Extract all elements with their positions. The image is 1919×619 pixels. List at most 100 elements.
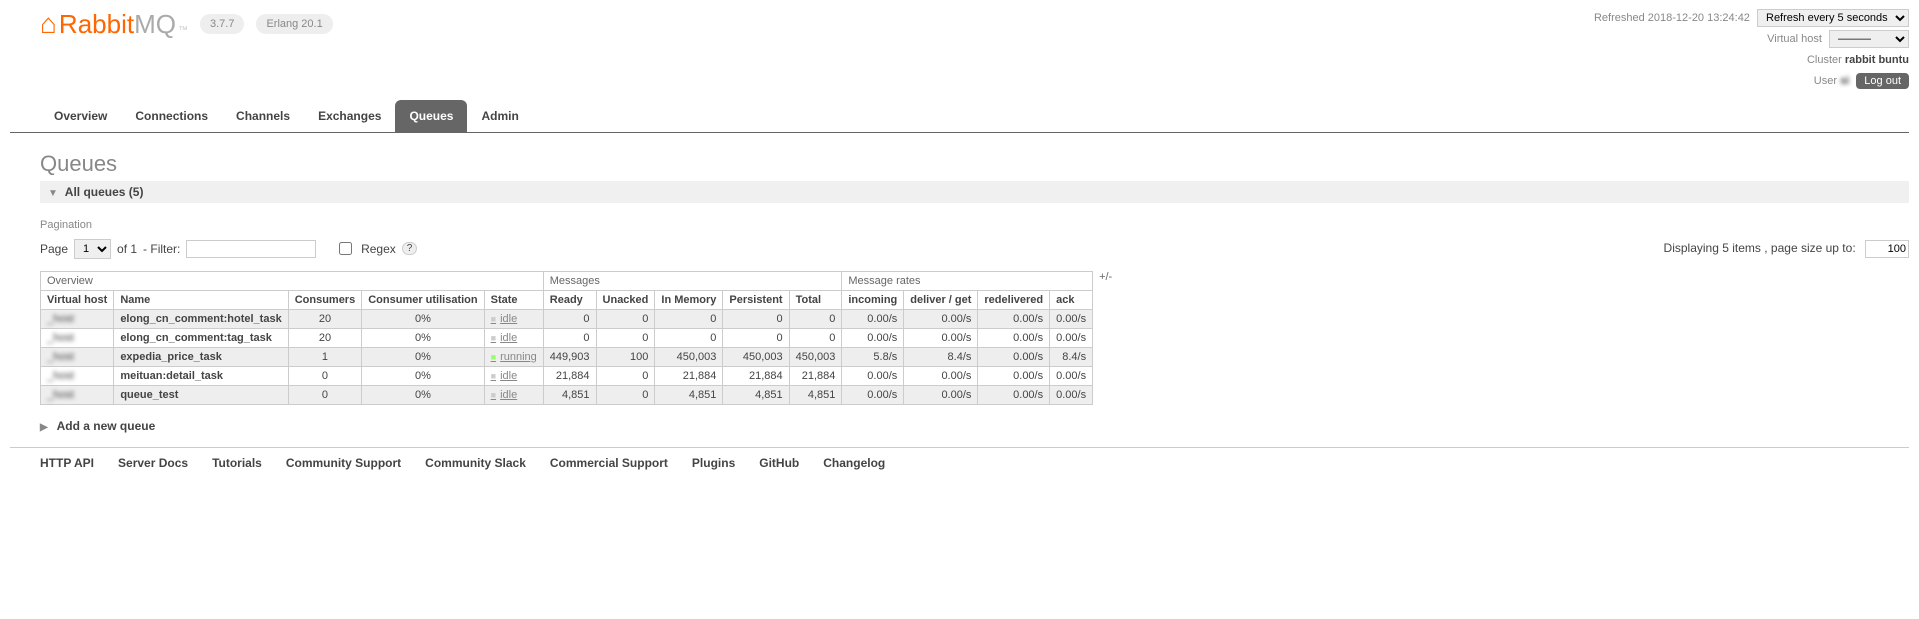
cluster-label: Cluster: [1807, 54, 1842, 66]
consumers-cell: 0: [288, 385, 362, 404]
th-persistent[interactable]: Persistent: [723, 290, 789, 309]
unacked-cell: 0: [596, 385, 655, 404]
regex-checkbox[interactable]: [339, 242, 352, 255]
state-link[interactable]: idle: [491, 332, 518, 344]
th-ack[interactable]: ack: [1050, 290, 1093, 309]
columns-toggle[interactable]: +/-: [1099, 271, 1112, 283]
redelivered-cell: 0.00/s: [978, 328, 1050, 347]
ready-cell: 449,903: [543, 347, 596, 366]
footer-link-plugins[interactable]: Plugins: [692, 456, 735, 470]
util-cell: 0%: [362, 366, 484, 385]
inmem-cell: 0: [655, 309, 723, 328]
ready-cell: 21,884: [543, 366, 596, 385]
th-util[interactable]: Consumer utilisation: [362, 290, 484, 309]
state-link[interactable]: idle: [491, 313, 518, 325]
page-select[interactable]: 1: [74, 239, 111, 259]
util-cell: 0%: [362, 347, 484, 366]
footer-link-server-docs[interactable]: Server Docs: [118, 456, 188, 470]
footer-link-community-slack[interactable]: Community Slack: [425, 456, 526, 470]
queue-link[interactable]: meituan:detail_task: [120, 370, 223, 382]
state-link[interactable]: idle: [491, 370, 518, 382]
state-link[interactable]: idle: [491, 389, 518, 401]
page-size-input[interactable]: [1865, 240, 1909, 258]
filter-label: - Filter:: [143, 242, 180, 256]
filter-input[interactable]: [186, 240, 316, 258]
th-in-memory[interactable]: In Memory: [655, 290, 723, 309]
vhost-select[interactable]: ———: [1829, 30, 1909, 48]
tab-channels[interactable]: Channels: [222, 100, 304, 132]
ready-cell: 0: [543, 328, 596, 347]
persistent-cell: 0: [723, 309, 789, 328]
footer-link-github[interactable]: GitHub: [759, 456, 799, 470]
queue-link[interactable]: expedia_price_task: [120, 351, 222, 363]
inmem-cell: 21,884: [655, 366, 723, 385]
group-overview: Overview: [41, 271, 544, 290]
tab-connections[interactable]: Connections: [121, 100, 222, 132]
group-rates: Message rates: [842, 271, 1093, 290]
tab-exchanges[interactable]: Exchanges: [304, 100, 395, 132]
unacked-cell: 100: [596, 347, 655, 366]
inmem-cell: 4,851: [655, 385, 723, 404]
consumers-cell: 1: [288, 347, 362, 366]
th-state[interactable]: State: [484, 290, 543, 309]
th-vhost[interactable]: Virtual host: [41, 290, 114, 309]
consumers-cell: 20: [288, 328, 362, 347]
footer-link-community-support[interactable]: Community Support: [286, 456, 401, 470]
incoming-cell: 5.8/s: [842, 347, 904, 366]
footer-link-http-api[interactable]: HTTP API: [40, 456, 94, 470]
queue-link[interactable]: elong_cn_comment:tag_task: [120, 332, 272, 344]
all-queues-toggle[interactable]: ▼ All queues (5): [40, 181, 1909, 203]
state-cell: idle: [484, 309, 543, 328]
footer-link-commercial-support[interactable]: Commercial Support: [550, 456, 668, 470]
vhost-cell: _host: [41, 385, 114, 404]
main-tabs: OverviewConnectionsChannelsExchangesQueu…: [10, 100, 1909, 133]
th-ready[interactable]: Ready: [543, 290, 596, 309]
ack-cell: 8.4/s: [1050, 347, 1093, 366]
rabbit-icon: ⌂: [40, 8, 57, 40]
consumers-cell: 0: [288, 366, 362, 385]
th-unacked[interactable]: Unacked: [596, 290, 655, 309]
of-label: of 1: [117, 242, 137, 256]
name-cell: meituan:detail_task: [114, 366, 288, 385]
deliver-cell: 8.4/s: [904, 347, 978, 366]
version-tag: 3.7.7: [200, 14, 244, 34]
tab-overview[interactable]: Overview: [40, 100, 121, 132]
logout-button[interactable]: Log out: [1856, 73, 1909, 89]
tab-queues[interactable]: Queues: [395, 100, 467, 132]
table-row: _hostelong_cn_comment:hotel_task200%idle…: [41, 309, 1093, 328]
group-messages: Messages: [543, 271, 842, 290]
th-deliver[interactable]: deliver / get: [904, 290, 978, 309]
vhost-label: Virtual host: [1767, 33, 1822, 45]
regex-label: Regex: [361, 242, 396, 256]
consumers-cell: 20: [288, 309, 362, 328]
footer-link-changelog[interactable]: Changelog: [823, 456, 885, 470]
vhost-cell: _host: [41, 366, 114, 385]
th-consumers[interactable]: Consumers: [288, 290, 362, 309]
page-label: Page: [40, 242, 68, 256]
persistent-cell: 450,003: [723, 347, 789, 366]
th-incoming[interactable]: incoming: [842, 290, 904, 309]
table-row: _hostqueue_test00%idle4,85104,8514,8514,…: [41, 385, 1093, 404]
incoming-cell: 0.00/s: [842, 366, 904, 385]
state-link[interactable]: running: [491, 351, 537, 363]
name-cell: elong_cn_comment:hotel_task: [114, 309, 288, 328]
queue-link[interactable]: queue_test: [120, 389, 178, 401]
ack-cell: 0.00/s: [1050, 328, 1093, 347]
regex-help-icon[interactable]: ?: [402, 242, 418, 255]
refreshed-time: 2018-12-20 13:24:42: [1648, 12, 1750, 24]
add-queue-toggle[interactable]: ▶ Add a new queue: [40, 419, 1909, 433]
footer-link-tutorials[interactable]: Tutorials: [212, 456, 262, 470]
th-name[interactable]: Name: [114, 290, 288, 309]
th-total[interactable]: Total: [789, 290, 842, 309]
tab-admin[interactable]: Admin: [467, 100, 532, 132]
refresh-select[interactable]: Refresh every 5 seconds: [1757, 9, 1909, 27]
unacked-cell: 0: [596, 366, 655, 385]
total-cell: 0: [789, 328, 842, 347]
th-redelivered[interactable]: redelivered: [978, 290, 1050, 309]
inmem-cell: 450,003: [655, 347, 723, 366]
footer-links: HTTP API Server Docs Tutorials Community Su…: [10, 456, 1909, 490]
logo-text-2: MQ: [134, 9, 176, 40]
erlang-tag: Erlang 20.1: [256, 14, 332, 34]
queue-link[interactable]: elong_cn_comment:hotel_task: [120, 313, 281, 325]
displaying-text: Displaying 5 items , page size up to:: [1664, 241, 1856, 255]
